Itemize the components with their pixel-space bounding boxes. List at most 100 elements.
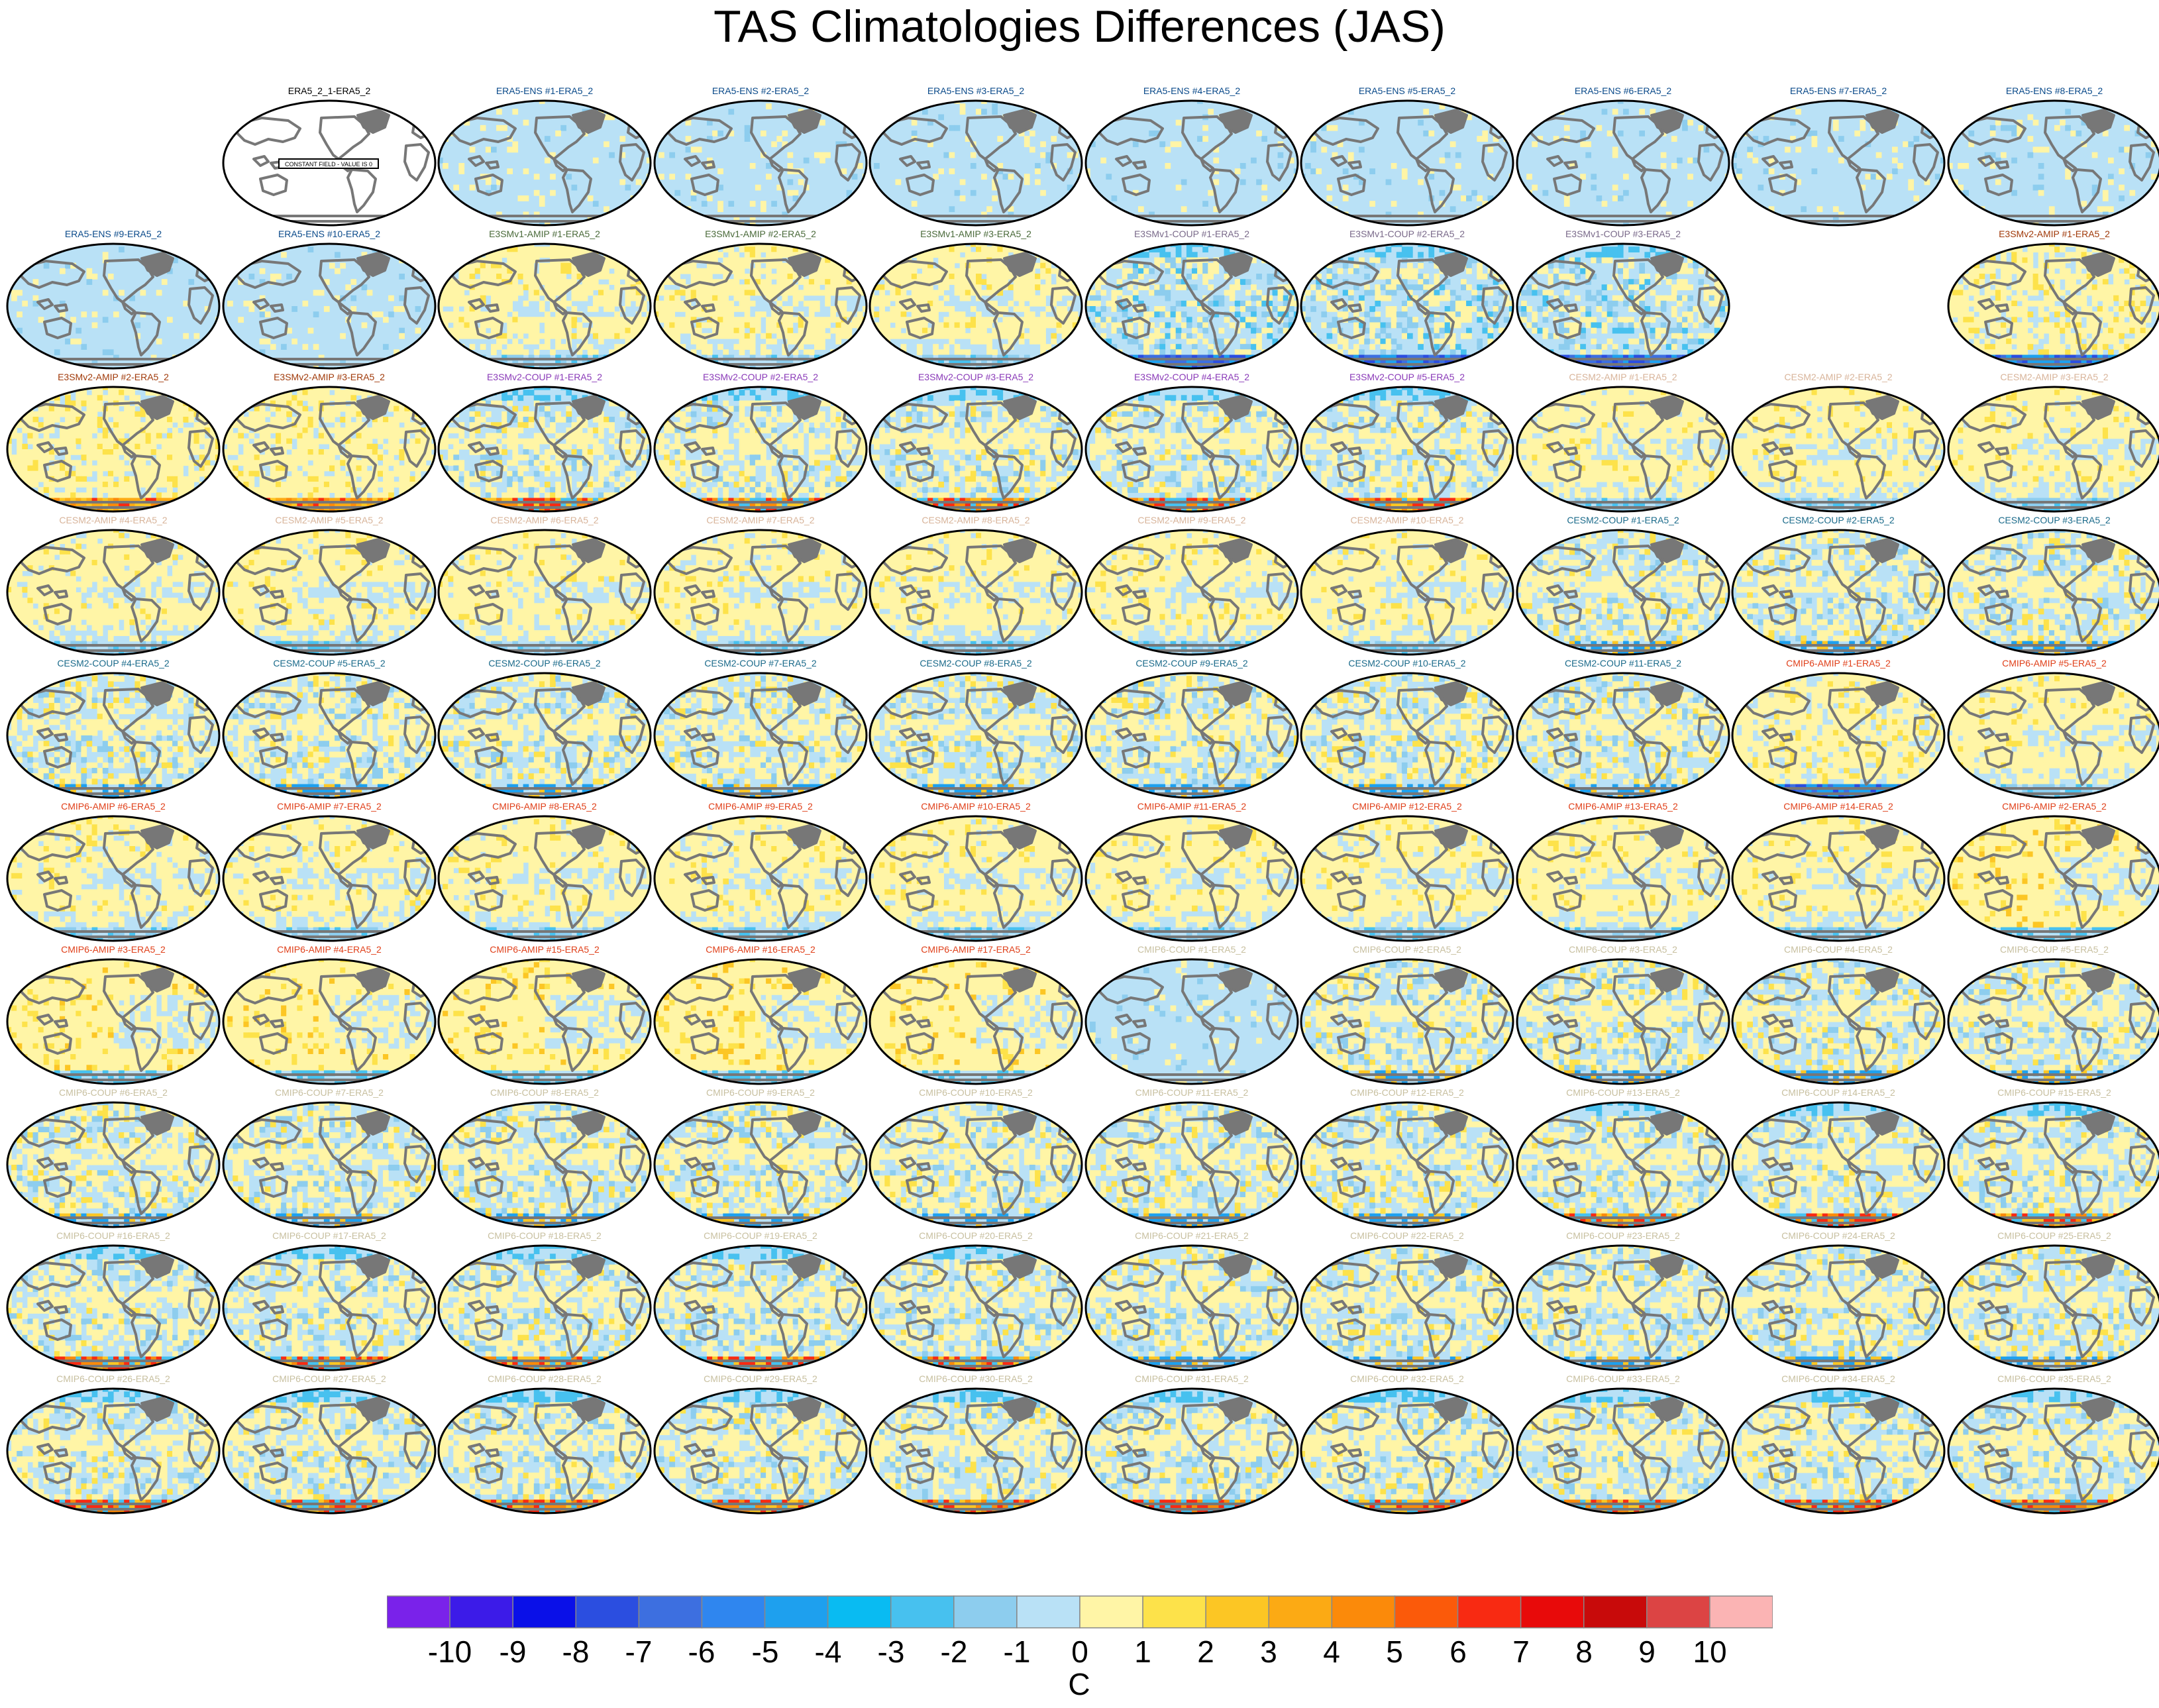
global-map — [1731, 99, 1946, 227]
figure-title: TAS Climatologies Differences (JAS) — [0, 0, 2159, 53]
map-panel: CMIP6-COUP #8-ERA5_2 — [435, 1087, 654, 1228]
colorbar-swatch — [387, 1595, 450, 1628]
constant-field-note: CONSTANT FIELD - VALUE IS 0 — [285, 161, 372, 168]
map-panel: ERA5-ENS #10-ERA5_2 — [220, 228, 439, 370]
map-panel: CMIP6-COUP #12-ERA5_2 — [1298, 1087, 1516, 1228]
map-panel: CESM2-COUP #1-ERA5_2 — [1514, 514, 1732, 656]
map-panel-label: CMIP6-AMIP #7-ERA5_2 — [220, 800, 439, 812]
global-map — [1947, 99, 2159, 227]
map-panel-label: CMIP6-AMIP #14-ERA5_2 — [1729, 800, 1948, 812]
global-map — [1516, 529, 1730, 656]
global-map — [1516, 99, 1730, 227]
map-panel: CMIP6-COUP #29-ERA5_2 — [651, 1373, 870, 1515]
global-map — [437, 99, 652, 227]
map-panel: CMIP6-COUP #21-ERA5_2 — [1082, 1230, 1301, 1371]
map-panel: CESM2-COUP #8-ERA5_2 — [867, 657, 1085, 799]
map-panel-label: CMIP6-AMIP #4-ERA5_2 — [220, 943, 439, 955]
map-panel-label: CMIP6-COUP #4-ERA5_2 — [1729, 943, 1948, 955]
map-panel: ERA5_2_1-ERA5_2 CONSTANT FIELD - VALUE IS… — [220, 85, 439, 227]
map-panel: CMIP6-COUP #4-ERA5_2 — [1729, 943, 1948, 1085]
map-panel: ERA5-ENS #5-ERA5_2 — [1298, 85, 1516, 227]
map-panel: CMIP6-COUP #27-ERA5_2 — [220, 1373, 439, 1515]
map-panel: ERA5-ENS #2-ERA5_2 — [651, 85, 870, 227]
global-map — [437, 1387, 652, 1515]
map-panel: CMIP6-COUP #2-ERA5_2 — [1298, 943, 1516, 1085]
colorbar-tick-label: 8 — [1575, 1634, 1593, 1670]
map-panel: CMIP6-AMIP #9-ERA5_2 — [651, 800, 870, 942]
colorbar-swatch — [1142, 1595, 1206, 1628]
map-panel: CESM2-COUP #6-ERA5_2 — [435, 657, 654, 799]
map-panel: E3SMv1-COUP #3-ERA5_2 — [1514, 228, 1732, 370]
map-panel-label: CMIP6-AMIP #13-ERA5_2 — [1514, 800, 1732, 812]
map-panel-label: E3SMv1-AMIP #2-ERA5_2 — [651, 228, 870, 240]
map-panel-label: CMIP6-AMIP #8-ERA5_2 — [435, 800, 654, 812]
map-panel-label: E3SMv1-AMIP #1-ERA5_2 — [435, 228, 654, 240]
map-panel: CESM2-COUP #11-ERA5_2 — [1514, 657, 1732, 799]
map-panel: CMIP6-COUP #5-ERA5_2 — [1945, 943, 2159, 1085]
map-panel: CMIP6-AMIP #14-ERA5_2 — [1729, 800, 1948, 942]
map-panel: CMIP6-COUP #7-ERA5_2 — [220, 1087, 439, 1228]
map-panel: E3SMv1-COUP #1-ERA5_2 — [1082, 228, 1301, 370]
colorbar-tick-label: 2 — [1197, 1634, 1214, 1670]
global-map — [653, 815, 868, 942]
global-map — [1084, 958, 1299, 1085]
map-panel: CMIP6-COUP #19-ERA5_2 — [651, 1230, 870, 1371]
global-map — [1947, 815, 2159, 942]
map-panel-label: CMIP6-AMIP #11-ERA5_2 — [1082, 800, 1301, 812]
global-map — [1084, 386, 1299, 513]
map-panel-label: CESM2-AMIP #5-ERA5_2 — [220, 514, 439, 526]
map-panel-label: CMIP6-COUP #23-ERA5_2 — [1514, 1230, 1732, 1242]
colorbar-swatch — [890, 1595, 955, 1628]
map-panel-label: CMIP6-COUP #7-ERA5_2 — [220, 1087, 439, 1098]
map-panel: CMIP6-AMIP #8-ERA5_2 — [435, 800, 654, 942]
colorbar-swatch — [1520, 1595, 1585, 1628]
map-panel: CMIP6-COUP #32-ERA5_2 — [1298, 1373, 1516, 1515]
map-panel-label: CMIP6-AMIP #17-ERA5_2 — [867, 943, 1085, 955]
global-map — [1516, 242, 1730, 370]
map-panel-label: CMIP6-COUP #31-ERA5_2 — [1082, 1373, 1301, 1385]
colorbar-tick-label: 7 — [1512, 1634, 1530, 1670]
map-panel-label: CMIP6-COUP #9-ERA5_2 — [651, 1087, 870, 1098]
global-map — [653, 99, 868, 227]
global-map — [1300, 386, 1514, 513]
global-map — [1300, 1244, 1514, 1371]
global-map — [1300, 672, 1514, 799]
map-panel: CMIP6-AMIP #5-ERA5_2 — [1945, 657, 2159, 799]
map-panel: CMIP6-COUP #15-ERA5_2 — [1945, 1087, 2159, 1228]
colorbar-tick-label: 3 — [1260, 1634, 1277, 1670]
map-panel-label: CESM2-AMIP #7-ERA5_2 — [651, 514, 870, 526]
global-map — [1516, 1387, 1730, 1515]
map-panel: E3SMv1-AMIP #2-ERA5_2 — [651, 228, 870, 370]
global-map — [1731, 672, 1946, 799]
map-panel-label: CESM2-AMIP #10-ERA5_2 — [1298, 514, 1516, 526]
map-panel-label: E3SMv2-AMIP #3-ERA5_2 — [220, 371, 439, 383]
global-map — [1947, 386, 2159, 513]
map-panel-label: CMIP6-COUP #32-ERA5_2 — [1298, 1373, 1516, 1385]
map-panel: CMIP6-AMIP #15-ERA5_2 — [435, 943, 654, 1085]
global-map — [1300, 529, 1514, 656]
map-panel-label: E3SMv2-COUP #2-ERA5_2 — [651, 371, 870, 383]
map-panel: CESM2-COUP #9-ERA5_2 — [1082, 657, 1301, 799]
map-panel-label: ERA5-ENS #5-ERA5_2 — [1298, 85, 1516, 97]
map-panel: CMIP6-AMIP #12-ERA5_2 — [1298, 800, 1516, 942]
global-map — [1516, 672, 1730, 799]
map-panel-label: CMIP6-COUP #20-ERA5_2 — [867, 1230, 1085, 1242]
map-panel-label: E3SMv2-AMIP #1-ERA5_2 — [1945, 228, 2159, 240]
map-panel: E3SMv2-COUP #2-ERA5_2 — [651, 371, 870, 513]
global-map — [1947, 1244, 2159, 1371]
map-panel: CESM2-AMIP #1-ERA5_2 — [1514, 371, 1732, 513]
global-map — [1516, 1244, 1730, 1371]
global-map — [1084, 1387, 1299, 1515]
colorbar-tick-label: -7 — [625, 1634, 653, 1670]
global-map — [1084, 99, 1299, 227]
colorbar-tick-label: -2 — [941, 1634, 968, 1670]
global-map — [1516, 1101, 1730, 1228]
colorbar-tick-label: -9 — [500, 1634, 527, 1670]
global-map — [6, 242, 221, 370]
map-panel-label: CMIP6-COUP #13-ERA5_2 — [1514, 1087, 1732, 1098]
global-map — [1516, 386, 1730, 513]
global-map — [1516, 815, 1730, 942]
map-panel: CMIP6-AMIP #1-ERA5_2 — [1729, 657, 1948, 799]
map-panel-label: E3SMv2-COUP #3-ERA5_2 — [867, 371, 1085, 383]
map-panel: CMIP6-COUP #28-ERA5_2 — [435, 1373, 654, 1515]
